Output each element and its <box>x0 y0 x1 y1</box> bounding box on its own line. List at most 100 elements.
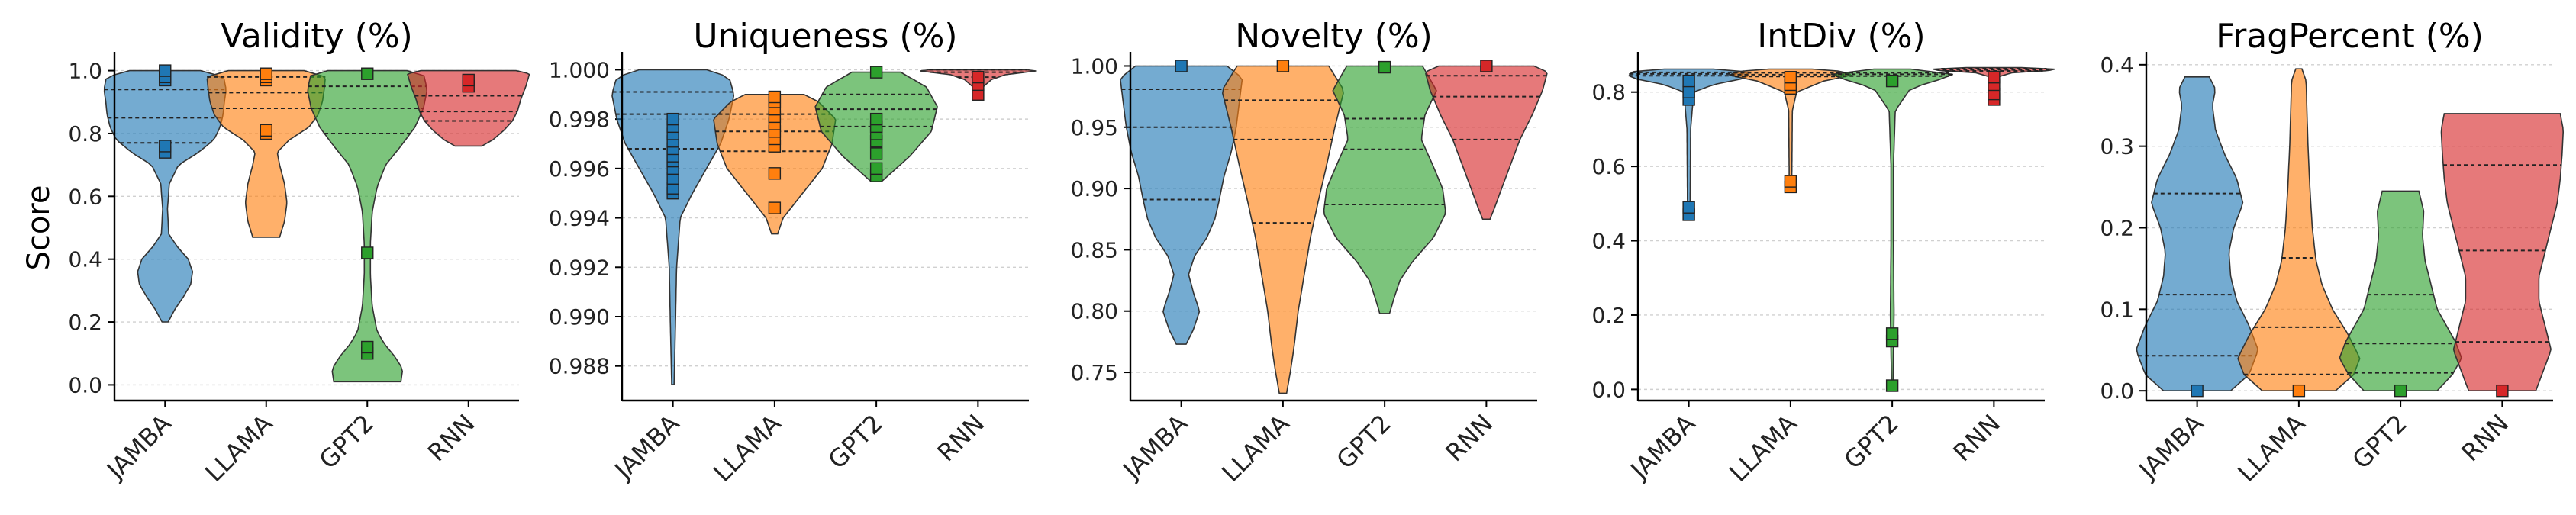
y-tick-label: 0.8 <box>1591 80 1626 105</box>
x-tick-label: GPT2 <box>1839 409 1904 475</box>
y-tick-label: 0.6 <box>68 184 102 209</box>
data-point <box>159 64 172 77</box>
y-tick-label: 0.2 <box>2100 216 2134 241</box>
data-point <box>2191 384 2204 398</box>
y-tick-label: 0.1 <box>2100 297 2134 322</box>
y-tick-label: 0.8 <box>68 121 102 146</box>
y-tick-label: 0.990 <box>549 304 610 330</box>
data-point <box>462 73 475 87</box>
data-point <box>260 67 272 80</box>
data-point <box>1682 74 1695 88</box>
violin-llama <box>1728 68 1853 190</box>
violin-jamba <box>1120 65 1243 345</box>
y-tick-label: 0.0 <box>1591 377 1626 402</box>
y-tick-label: 1.000 <box>549 57 610 82</box>
data-point <box>159 140 172 153</box>
data-point <box>1784 71 1797 84</box>
y-tick-label: 0.75 <box>1071 360 1118 385</box>
violin-llama <box>206 69 326 238</box>
violin-gpt2 <box>1323 65 1446 314</box>
data-point <box>972 70 985 84</box>
x-tick-label: JAMBA <box>100 409 177 486</box>
chart-title: FragPercent (%) <box>2216 17 2484 56</box>
chart-title: Novelty (%) <box>1235 17 1433 56</box>
violin-gpt2 <box>1831 68 1953 391</box>
y-tick-label: 0.3 <box>2100 134 2134 159</box>
y-tick-label: 0.4 <box>1591 229 1626 254</box>
chart-panel: 0.0 0.2 0.4 0.6 0.8 1.0 JAMBA LLAMA GPT2 RNN Valid… <box>21 17 530 488</box>
x-tick-label: JAMBA <box>1117 409 1194 486</box>
data-point <box>2292 384 2306 398</box>
x-tick-label: RNN <box>1440 409 1498 467</box>
violin-llama <box>713 94 837 235</box>
chart-title: Uniqueness (%) <box>693 17 957 56</box>
violin-gpt2 <box>2339 190 2462 391</box>
data-point <box>666 112 679 126</box>
data-point <box>1276 60 1290 72</box>
data-point <box>1378 60 1391 74</box>
data-point <box>361 340 374 354</box>
data-point <box>1784 175 1797 188</box>
y-tick-label: 0.6 <box>1591 154 1626 179</box>
chart-title: IntDiv (%) <box>1757 17 1925 56</box>
data-point <box>361 246 374 259</box>
y-tick-label: 0.998 <box>549 107 610 132</box>
x-tick-label: LLAMA <box>199 409 278 488</box>
y-tick-label: 0.4 <box>68 247 102 272</box>
x-tick-label: LLAMA <box>708 409 786 488</box>
y-tick-label: 0.996 <box>549 156 610 182</box>
y-tick-label: 0.988 <box>549 354 610 379</box>
x-tick-label: JAMBA <box>2133 409 2210 486</box>
violin-gpt2 <box>307 69 428 383</box>
violin-llama <box>1221 65 1344 394</box>
x-tick-label: JAMBA <box>608 409 685 486</box>
data-point <box>869 147 883 160</box>
y-tick-label: 0.994 <box>549 206 610 231</box>
data-point <box>1885 327 1899 340</box>
y-tick-label: 1.0 <box>68 59 102 84</box>
x-tick-label: GPT2 <box>1331 409 1397 475</box>
data-point <box>2394 384 2407 398</box>
y-tick-label: 0.90 <box>1071 176 1118 201</box>
y-tick-label: 0.0 <box>2100 378 2134 404</box>
data-point <box>1885 379 1899 392</box>
x-tick-label: LLAMA <box>1216 409 1294 488</box>
violin-llama <box>2237 68 2361 391</box>
data-point <box>1682 85 1695 98</box>
y-tick-label: 0.992 <box>549 255 610 280</box>
data-point <box>1175 60 1188 72</box>
violin-jamba <box>103 69 227 323</box>
y-tick-label: 0.0 <box>68 372 102 398</box>
y-axis-label: Score <box>21 185 56 270</box>
chart-panel: 0.0 0.2 0.4 0.6 0.8 JAMBA LLAMA GPT2 RNN IntDiv (… <box>1591 17 2055 488</box>
data-point <box>768 201 782 214</box>
data-point <box>260 124 272 137</box>
data-point <box>768 90 782 104</box>
violin-rnn <box>407 69 530 147</box>
x-tick-label: RNN <box>2456 409 2514 467</box>
data-point <box>1682 201 1695 214</box>
y-tick-label: 0.2 <box>1591 303 1626 328</box>
y-tick-label: 1.00 <box>1071 53 1118 79</box>
chart-panel: 0.988 0.990 0.992 0.994 0.996 0.998 1.000 JAMBA… <box>549 17 1037 488</box>
violin-jamba <box>1628 68 1749 220</box>
data-point <box>1885 74 1899 88</box>
y-tick-label: 0.4 <box>2100 53 2134 78</box>
chart-title: Validity (%) <box>221 17 413 56</box>
x-tick-label: LLAMA <box>1723 409 1802 488</box>
violin-rnn <box>2440 113 2565 391</box>
x-tick-label: GPT2 <box>2347 409 2413 475</box>
data-point <box>768 167 782 180</box>
violin-rnn <box>1425 65 1548 220</box>
y-tick-label: 0.85 <box>1071 237 1118 262</box>
x-tick-label: GPT2 <box>823 409 888 475</box>
y-tick-label: 0.95 <box>1071 115 1118 140</box>
violin-jamba <box>2136 76 2258 391</box>
chart-panel: 0.0 0.1 0.2 0.3 0.4 JAMBA LLAMA GPT2 RNN FragPerc… <box>2100 17 2565 488</box>
data-point <box>1480 60 1493 72</box>
data-point <box>869 162 883 175</box>
x-tick-label: RNN <box>422 409 480 467</box>
x-tick-label: JAMBA <box>1624 409 1701 486</box>
data-point <box>2496 384 2509 398</box>
